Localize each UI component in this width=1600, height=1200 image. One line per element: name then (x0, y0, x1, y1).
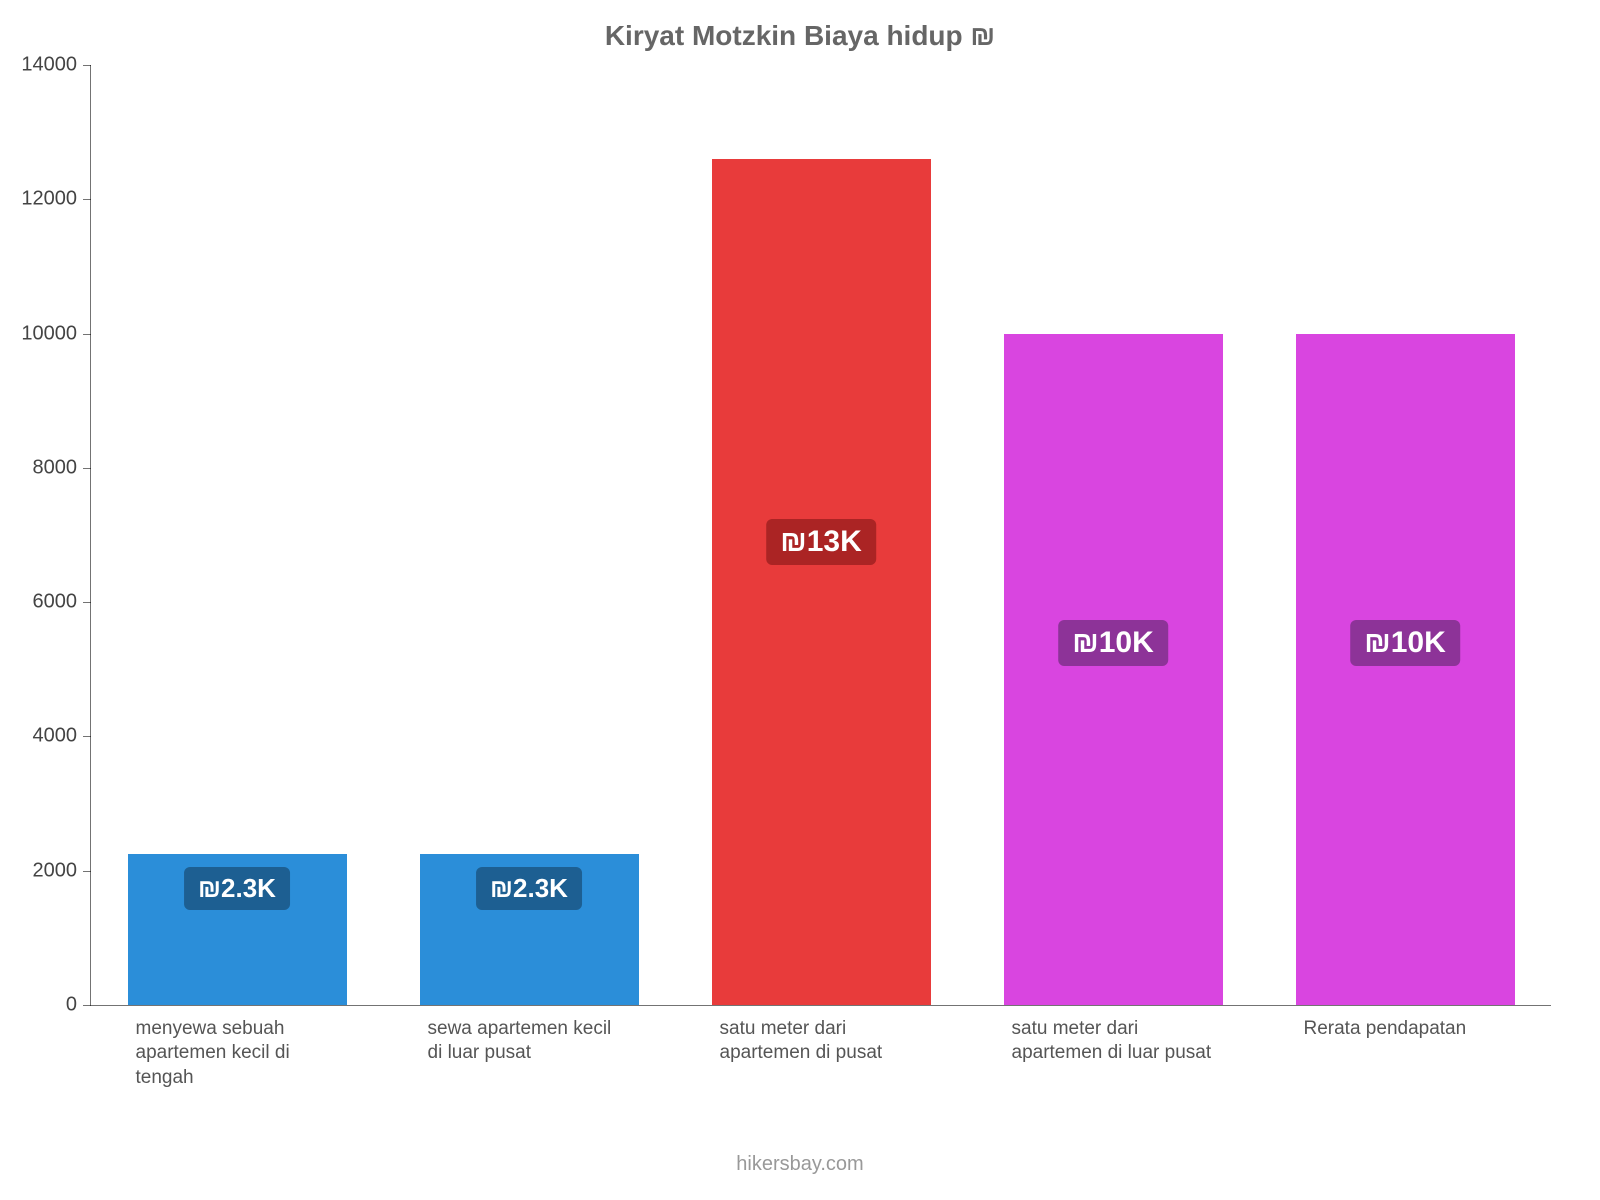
y-axis-tick-mark (83, 871, 91, 872)
plot-area: 02000400060008000100001200014000₪2.3Kmen… (90, 65, 1551, 1006)
y-axis-tick-label: 2000 (33, 859, 78, 882)
x-axis-label: satu meter dari apartemen di pusat (720, 1017, 920, 1066)
bar-value-badge: ₪2.3K (476, 867, 582, 910)
y-axis-tick-mark (83, 334, 91, 335)
x-axis-label: satu meter dari apartemen di luar pusat (1012, 1017, 1212, 1066)
bar: ₪10K (1296, 334, 1515, 1005)
y-axis-tick-label: 0 (66, 994, 77, 1017)
y-axis-tick-label: 4000 (33, 725, 78, 748)
bar: ₪10K (1004, 334, 1223, 1005)
y-axis-tick-mark (83, 65, 91, 66)
y-axis-tick-mark (83, 1005, 91, 1006)
y-axis-tick-mark (83, 199, 91, 200)
bar-value-badge: ₪10K (1350, 620, 1460, 666)
cost-of-living-chart: Kiryat Motzkin Biaya hidup ₪ 02000400060… (0, 0, 1600, 1200)
attribution-text: hikersbay.com (0, 1153, 1600, 1176)
y-axis-tick-label: 8000 (33, 456, 78, 479)
bar-value-badge: ₪2.3K (184, 867, 290, 910)
x-axis-label: Rerata pendapatan (1304, 1017, 1504, 1041)
x-axis-label: menyewa sebuah apartemen kecil di tengah (136, 1017, 336, 1090)
x-axis-label: sewa apartemen kecil di luar pusat (428, 1017, 628, 1066)
y-axis-tick-mark (83, 468, 91, 469)
y-axis-tick-label: 6000 (33, 591, 78, 614)
y-axis-tick-label: 14000 (21, 54, 77, 77)
y-axis-tick-label: 12000 (21, 188, 77, 211)
bar-value-badge: ₪13K (766, 519, 876, 565)
y-axis-tick-mark (83, 736, 91, 737)
y-axis-tick-label: 10000 (21, 322, 77, 345)
bar: ₪13K (712, 159, 931, 1005)
bar: ₪2.3K (420, 854, 639, 1005)
y-axis-tick-mark (83, 602, 91, 603)
bar: ₪2.3K (128, 854, 347, 1005)
bar-value-badge: ₪10K (1058, 620, 1168, 666)
chart-title: Kiryat Motzkin Biaya hidup ₪ (0, 20, 1600, 52)
